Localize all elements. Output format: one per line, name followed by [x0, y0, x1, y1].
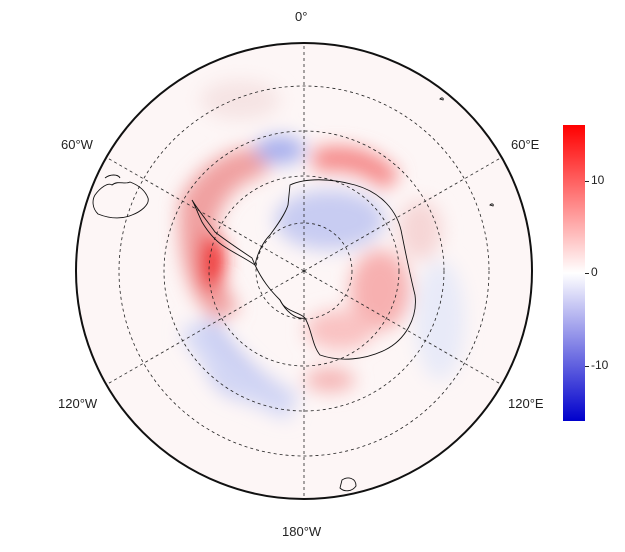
region-east-antarctic-interior-negative — [275, 190, 385, 250]
lon-label-60e: 60°E — [511, 137, 540, 152]
colorbar-tick — [585, 180, 589, 182]
lon-label-180w: 180°W — [282, 524, 322, 539]
lon-label-0: 0° — [295, 9, 308, 24]
coastline — [92, 97, 494, 492]
colorbar-tick-label: 0 — [591, 265, 598, 279]
anomaly-field — [76, 43, 532, 499]
colorbar-tick-label: 10 — [591, 172, 605, 187]
map-boundary — [75, 42, 533, 500]
region-weddell-east-positive — [312, 146, 400, 190]
region-indian-ocean-negative — [415, 260, 465, 380]
colorbar — [563, 125, 585, 421]
region-peninsula-max — [200, 232, 224, 292]
colorbar-tick-label: -10 — [591, 357, 609, 372]
colorbar-tick — [585, 365, 589, 367]
lon-label-120w: 120°W — [58, 396, 98, 411]
lon-label-60w: 60°W — [61, 137, 93, 152]
colorbar-tick — [585, 273, 589, 274]
region-east-antarctic-coast-positive — [350, 250, 410, 330]
lon-label-120e: 120°E — [508, 396, 544, 411]
